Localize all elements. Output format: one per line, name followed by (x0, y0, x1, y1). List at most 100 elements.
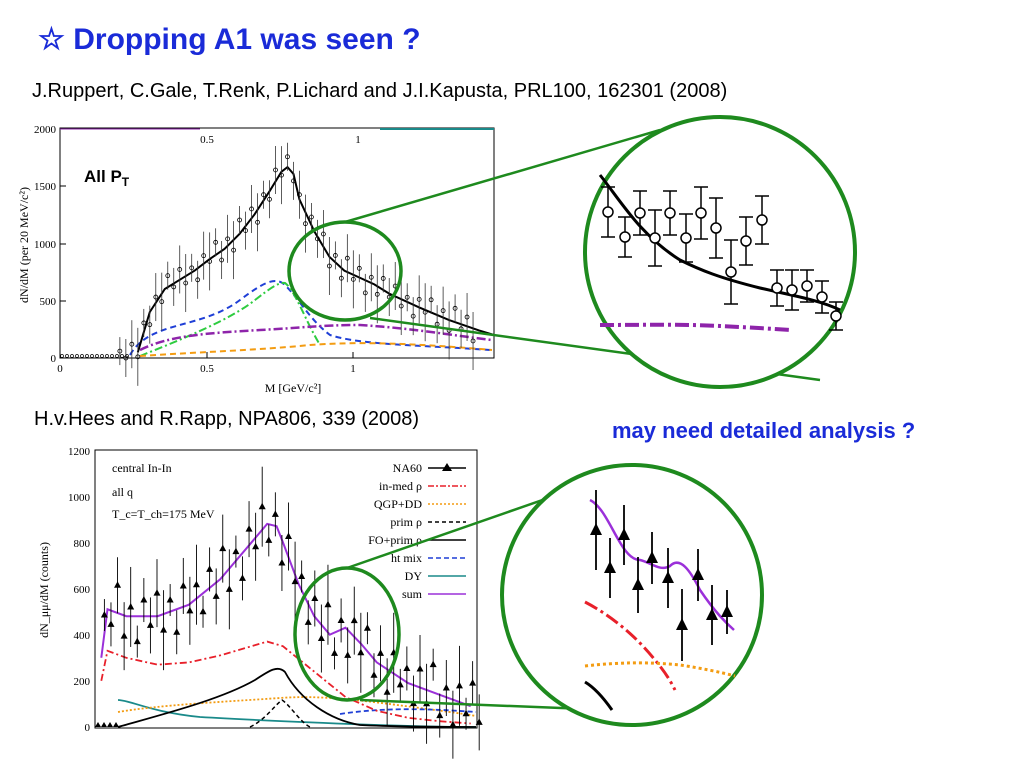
zoom2-data-point (721, 605, 733, 617)
plot2-data-point (192, 580, 200, 588)
plot2-data-point (225, 585, 233, 592)
plot2-data-point (232, 547, 240, 555)
plot2-data-point (285, 532, 293, 540)
plot2-data-point (337, 616, 345, 623)
plot2-data-point (442, 683, 450, 691)
plot2-data-point (258, 502, 266, 510)
plot1-data-point (255, 219, 260, 225)
plot1-data-point (231, 247, 237, 253)
plot2-data-point (298, 572, 306, 579)
plot2-data-point (120, 632, 128, 639)
zoom1-data-point (786, 284, 798, 296)
plot1-data-point (416, 296, 422, 302)
plot1-data-point (213, 239, 219, 245)
plot2: 0 200 400 600 800 1000 1200 dN_μμ/dM (co… (37, 446, 661, 759)
zoom1-points (601, 186, 843, 331)
plot2-data-point (100, 611, 108, 618)
zoom2-data-point (692, 568, 704, 580)
plot2-data-point (140, 596, 148, 603)
plot1-data-point (195, 277, 201, 283)
plot2-curve-foprim (117, 667, 477, 728)
plot2-data-point (462, 709, 470, 717)
plot2-data-point (206, 565, 214, 572)
plot2-annot-allqt: all q (112, 485, 133, 499)
zoom1-data-point (830, 310, 842, 322)
plot2-ytick-200: 200 (74, 676, 91, 688)
plot1-zero-point (70, 354, 74, 358)
plot2-data-point (350, 616, 358, 624)
plot1-data-point (141, 320, 147, 326)
plot1-data-point (279, 172, 284, 178)
plot1-data-point (183, 280, 189, 286)
plot1-zero-point (60, 354, 64, 358)
plot2-ytick-1200: 1200 (68, 446, 91, 458)
plot1-data-point (398, 303, 404, 309)
plot2-data-point (370, 671, 378, 678)
plot1-data-point (147, 322, 153, 328)
plot2-data-point (212, 592, 220, 599)
plot1-data-point (153, 294, 159, 300)
plot2-data-point (173, 628, 181, 635)
legend-inmed: in-med ρ (379, 479, 422, 493)
zoom2-data-point (706, 608, 718, 620)
plot1-points (60, 142, 476, 386)
plot1-zero-point (75, 354, 79, 358)
plot1-ytick-0: 0 (51, 353, 57, 365)
plot2-data-point (331, 649, 339, 656)
zoom2-data-point (632, 578, 644, 590)
zoom2-data-point (662, 571, 674, 583)
plot2-curve-dy (117, 699, 477, 728)
plot2-zoom-circle-small (293, 566, 401, 702)
plot2-ytick-400: 400 (74, 630, 91, 642)
plot2-zero-point (101, 722, 107, 727)
plot2-data-point (311, 594, 319, 601)
plot1-zero-point (125, 354, 129, 358)
zoom1-data-point (649, 232, 661, 244)
plot2-data-point (455, 681, 463, 689)
plot1-data-point (422, 309, 428, 315)
plot2-data-point (252, 542, 260, 550)
zoom1-purple-curve (599, 322, 791, 332)
plot2-data-point (383, 688, 391, 695)
plot2-curve-inmed (100, 640, 471, 725)
plot2-zero-point (107, 722, 113, 727)
zoom1-data-point (771, 282, 783, 294)
plot2-curve-primrho (249, 699, 311, 728)
plot2-data-point (278, 558, 286, 566)
plot2-data-point (238, 574, 246, 581)
plot2-data-point (107, 620, 115, 627)
plot1-data-point (291, 178, 296, 184)
plot2-data-point (160, 626, 168, 633)
plot1-curve-green (139, 281, 321, 357)
plot1-data-point (470, 338, 476, 344)
plot2-data-point (357, 648, 365, 656)
plot1-xtick-0: 0 (57, 363, 63, 375)
plot1-zero-point (65, 354, 69, 358)
plot1-data-point (225, 236, 231, 242)
legend-htmix: ht mix (391, 551, 422, 565)
plot1-zero-point (100, 354, 104, 358)
plot1-ytick-1500: 1500 (34, 181, 57, 193)
plot1-connector-top (344, 128, 661, 224)
plot2-data-point (403, 664, 411, 671)
plot2-data-point (429, 660, 437, 668)
plot2-data-point (219, 544, 227, 552)
plot1-xtick-top-05: 0.5 (200, 134, 214, 146)
plot2-legend: NA60 in-med ρ QGP+DD prim ρ FO+prim ρ ht… (368, 461, 466, 601)
plot2-ytick-800: 800 (74, 538, 91, 550)
slide-title: ☆ Dropping A1 was seen ? (38, 23, 421, 56)
plot1-data-point (362, 290, 368, 296)
zoom2-data-point (676, 618, 688, 630)
plot2-data-point (396, 680, 404, 688)
plot1-zero-point (115, 354, 119, 358)
plot1-xlabel: M [GeV/c²] (265, 381, 322, 395)
plot1-data-point (338, 275, 344, 281)
plot1-data-point (243, 228, 248, 233)
plot1-zero-point (120, 354, 124, 358)
plot1-ytick-1000: 1000 (34, 239, 57, 251)
plot2-data-point (133, 637, 141, 645)
plot2-data-point (344, 651, 352, 658)
reference-bottom: H.v.Hees and R.Rapp, NPA806, 339 (2008) (34, 408, 420, 430)
plot1-data-point (189, 265, 195, 271)
plot2-curve-sum (100, 522, 472, 708)
